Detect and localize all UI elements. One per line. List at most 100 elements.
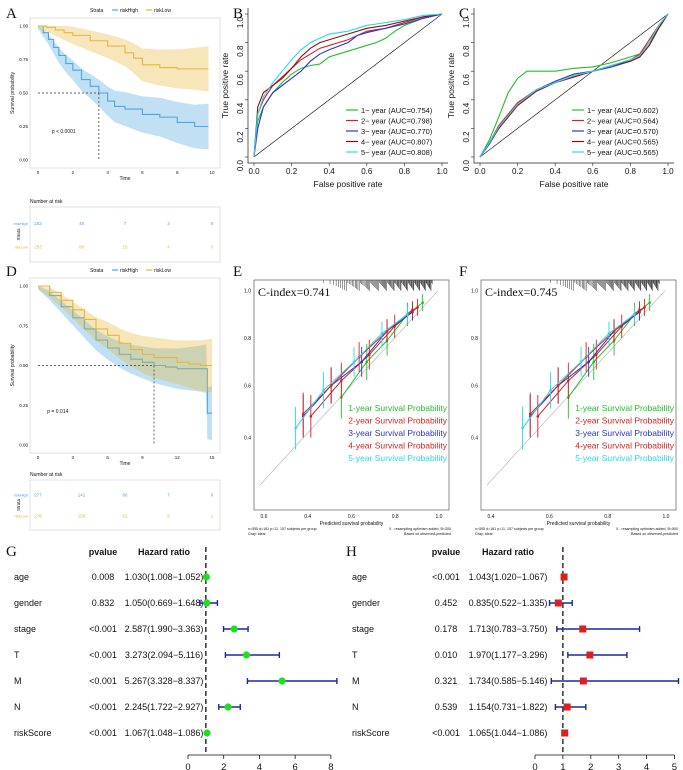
km-risk-title: Number at risk <box>30 199 63 205</box>
forest-marker <box>202 573 210 581</box>
km-risk-count: 1 <box>211 514 214 519</box>
calib-point <box>648 301 651 304</box>
roc-ylabel: True positive rate <box>446 53 456 119</box>
forest-row-hr: 1.065(1.044−1.086) <box>469 728 548 738</box>
forest-row-pvalue: <0.001 <box>432 572 460 582</box>
roc-legend-box <box>344 105 444 159</box>
km-risk-count: 66 <box>122 493 128 498</box>
km-risk-count: 62 <box>122 514 128 519</box>
roc-ytick: 0.6 <box>462 74 471 86</box>
km-risk-frame <box>29 206 221 263</box>
roc-ytick: 0.8 <box>462 45 471 57</box>
forest-row-pvalue: <0.001 <box>432 728 460 738</box>
roc-curve-4-year <box>479 13 669 158</box>
calib-xtick: 1.0 <box>663 514 670 520</box>
roc-xlabel: False positive rate <box>314 179 383 189</box>
km-risk-count: 9 <box>167 514 170 519</box>
km-xtick: 8 <box>176 170 179 175</box>
forest-header-pvalue: pvalue <box>432 547 461 557</box>
calib-xtick: 0.6 <box>546 514 553 520</box>
calib-point <box>416 306 419 309</box>
forest-row-pvalue: 0.010 <box>435 650 458 660</box>
calib-point <box>567 379 570 383</box>
calib-ideal-line <box>486 290 666 486</box>
km-risk-count: 15 <box>122 244 128 249</box>
calib-legend-label: 4-year Survival Probability <box>348 441 447 451</box>
km-legend-title: Strata <box>90 8 104 14</box>
calib-ytick: 0.4 <box>244 436 251 442</box>
forest-row-hr: 5.267(3.328−8.337) <box>125 676 204 686</box>
forest-row-name: M <box>352 676 360 686</box>
km-ytick: 0.25 <box>19 403 28 408</box>
calib-point <box>549 388 552 392</box>
calib-point <box>294 426 297 430</box>
calib-point <box>322 388 325 392</box>
calib-point <box>643 306 646 309</box>
km-xtick: 2 <box>72 170 75 175</box>
forest-xtick: 4 <box>644 762 649 770</box>
calib-legend-label: 5-year Survival Probability <box>348 453 447 463</box>
panel-label-B: B <box>233 6 243 22</box>
roc-xtick: 0.6 <box>587 167 599 176</box>
calib-footer-right: X - resampling optimism added, B=300 <box>389 527 451 531</box>
roc-curve-5-year <box>479 13 669 158</box>
calib-xtick: 0.8 <box>604 514 611 520</box>
calib-footer-left: n=555 d=181 p=11, 157 subjects per group <box>475 527 544 531</box>
calib-xtick: 0.4 <box>488 514 495 520</box>
forest-row-pvalue: 0.832 <box>92 598 115 608</box>
km-xtick: 6 <box>141 170 144 175</box>
forest-xtick: 5 <box>672 762 677 770</box>
km-frame <box>29 17 221 169</box>
calib-ytick: 0.6 <box>471 384 478 390</box>
calib-point <box>607 332 611 335</box>
calib-legend-label: 3-year Survival Probability <box>348 428 447 438</box>
roc-ytick: 0.4 <box>236 102 245 114</box>
km-ytick: 0.00 <box>19 443 28 448</box>
roc-xtick: 0.4 <box>550 167 562 176</box>
calib-point <box>536 415 540 418</box>
panel-label-E: E <box>233 264 242 280</box>
calib-point <box>406 313 409 316</box>
roc-xtick: 1.0 <box>662 167 674 176</box>
km-risk-count: 89 <box>79 244 85 249</box>
km-xtick: 6 <box>106 455 109 460</box>
forest-row-pvalue: <0.001 <box>89 702 117 712</box>
calib-footer-right: Based on observed-predicted <box>631 532 678 536</box>
calib-point <box>421 301 424 304</box>
forest-row-hr: 1.154(0.731−1.822) <box>469 702 548 712</box>
km-xtick: 15 <box>209 455 215 460</box>
roc-xtick: 0.4 <box>324 167 336 176</box>
roc-axes <box>247 8 448 164</box>
forest-xtick: 6 <box>292 762 297 770</box>
km-xtick: 0 <box>37 170 40 175</box>
km-risk-count: 4 <box>167 244 170 249</box>
km-ytick: 0.00 <box>19 158 28 163</box>
forest-row-hr: 2.587(1.990−3.363) <box>125 624 204 634</box>
calib-rug <box>550 280 660 291</box>
km-legend-label: riskHigh <box>120 8 138 14</box>
forest-xtick: 0 <box>185 762 190 770</box>
roc-diagonal <box>253 13 443 158</box>
km-risk-rowname: riskHigh <box>14 493 28 498</box>
roc-xtick: 1.0 <box>436 167 448 176</box>
forest-row-name: age <box>352 572 367 582</box>
forest-row-hr: 1.713(0.783−3.750) <box>469 624 548 634</box>
forest-marker <box>203 599 211 607</box>
forest-row-name: M <box>14 676 22 686</box>
forest-row-pvalue: 0.008 <box>92 572 115 582</box>
roc-legend-label: 5− year (AUC=0.808) <box>361 148 433 157</box>
forest-row-pvalue: <0.001 <box>89 728 117 738</box>
calib-point <box>301 412 305 416</box>
km-xtick: 9 <box>141 455 144 460</box>
forest-row-name: gender <box>352 598 380 608</box>
km-risk-count: 0 <box>211 244 214 249</box>
calib-legend-label: 2-year Survival Probability <box>575 416 674 426</box>
roc-legend-label: 5− year (AUC=0.565) <box>587 148 659 157</box>
calib-xtick: 0.4 <box>304 514 311 520</box>
calib-point <box>411 308 414 311</box>
forest-header-hr: Hazard ratio <box>482 547 535 557</box>
km-legend-label: riskHigh <box>120 268 138 274</box>
km-plot-A: Strata riskHigh riskLow 0 2 4 6 8 10 0.00 0.25 0.50… <box>10 8 221 263</box>
calib-point <box>579 360 583 364</box>
km-risk-count: 278 <box>34 514 42 519</box>
